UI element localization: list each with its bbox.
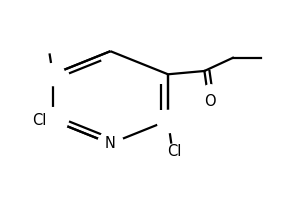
Text: O: O [204, 94, 216, 109]
Text: N: N [105, 136, 116, 151]
Text: Cl: Cl [32, 113, 46, 128]
Text: Cl: Cl [167, 144, 182, 159]
